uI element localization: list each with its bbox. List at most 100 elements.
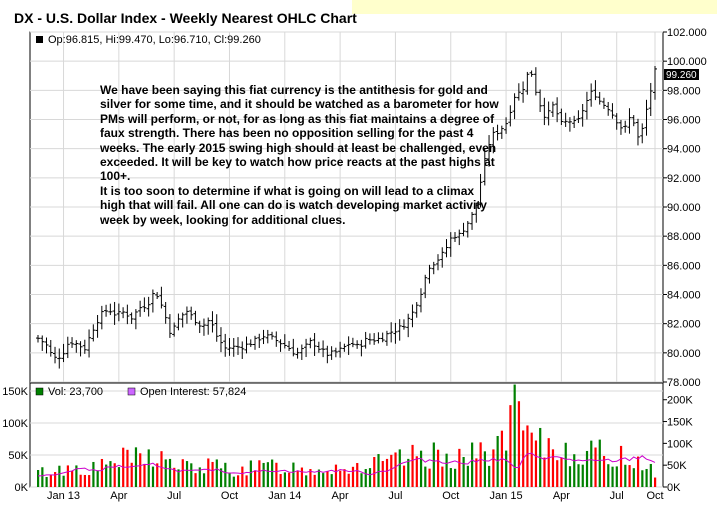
x-tick-label: Apr <box>332 490 349 502</box>
ohlc-bar <box>316 341 321 353</box>
ohlc-bar <box>457 229 462 246</box>
ohlc-bar <box>546 101 551 126</box>
ohlc-bar <box>393 322 398 344</box>
x-tick-label: Jul <box>610 490 624 502</box>
volume-bar <box>254 470 257 487</box>
ohlc-bar <box>78 341 83 357</box>
volume-bar <box>117 467 121 487</box>
price-tick-label: 84.000 <box>667 290 701 302</box>
volume-bar <box>224 462 227 487</box>
vol-left-tick-label: 100K <box>2 418 28 430</box>
oi-legend: Open Interest: 57,824 <box>140 386 246 398</box>
ohlc-bar <box>614 113 619 130</box>
volume-bar <box>492 449 495 487</box>
volume-bar <box>373 456 376 487</box>
x-tick-label: Oct <box>442 490 459 502</box>
ohlc-bar <box>584 91 589 120</box>
volume-bar <box>198 467 201 487</box>
header-highlight-band <box>352 0 717 14</box>
volume-bar <box>654 477 657 487</box>
ohlc-bar <box>631 115 636 127</box>
volume-bar <box>96 470 99 487</box>
ohlc-bar <box>44 337 49 354</box>
volume-bar <box>211 461 214 487</box>
price-tick-label: 90.000 <box>667 202 701 214</box>
x-axis-labels: Jan 13 Apr Jul Oct Jan 14 Apr Jul Oct Jan 15 Apr J… <box>47 490 664 502</box>
x-tick-label: Oct <box>221 490 238 502</box>
ohlc-bar <box>312 333 317 356</box>
x-tick-label: Apr <box>553 490 570 502</box>
volume-bar <box>462 457 465 487</box>
vol-right-tick-label: 100K <box>667 438 693 450</box>
ohlc-bar <box>508 105 513 127</box>
volume-bar <box>424 466 427 487</box>
volume-bar <box>109 461 112 487</box>
volume-bar <box>568 466 572 487</box>
ohlc-bar <box>435 254 440 271</box>
ohlc-bar <box>550 101 555 117</box>
vol-right-tick-label: 200K <box>667 395 693 407</box>
volume-bar <box>130 462 133 487</box>
ohlc-bar <box>150 289 155 313</box>
volume-bar <box>37 470 40 487</box>
ohlc-bar <box>576 110 581 124</box>
ohlc-bar <box>648 82 653 117</box>
ohlc-bar <box>248 339 253 347</box>
ohlc-bar <box>516 83 521 101</box>
ohlc-bar <box>265 329 270 344</box>
volume-bar <box>296 471 299 487</box>
volume-bar <box>236 475 240 487</box>
volume-bar <box>449 468 452 487</box>
price-tick-label: 86.000 <box>667 260 701 272</box>
volume-bar <box>134 447 138 487</box>
ohlc-bar <box>270 331 275 340</box>
volume-bar <box>207 458 210 487</box>
ohlc-bar <box>95 315 100 338</box>
volume-bar <box>385 458 389 487</box>
volume-bar <box>415 456 418 487</box>
volume-bar <box>556 460 559 487</box>
volume-bar <box>390 454 393 487</box>
ohlc-bar <box>197 320 202 334</box>
ohlc-bar <box>418 288 423 313</box>
volume-bar <box>377 454 380 487</box>
ohlc-bar <box>533 67 538 96</box>
vol-right-tick-label: 150K <box>667 417 693 429</box>
volume-bar <box>607 464 610 487</box>
vol-left-tick-label: 150K <box>2 386 28 398</box>
ohlc-bar <box>555 97 560 123</box>
volume-bar <box>143 463 146 487</box>
volume-bar <box>411 444 414 487</box>
ohlc-bar <box>487 135 492 167</box>
ohlc-bar <box>325 345 330 364</box>
ohlc-bar <box>380 332 385 343</box>
volume-bar <box>75 465 78 487</box>
ohlc-bar <box>610 103 615 119</box>
volume-bar <box>330 474 333 487</box>
volume-bar <box>632 468 635 487</box>
price-legend: Op:96.815, Hi:99.470, Lo:96.710, Cl:99.2… <box>48 34 261 46</box>
volume-bar <box>113 463 116 487</box>
ohlc-bar <box>91 324 96 342</box>
ohlc-bar <box>623 120 628 133</box>
volume-bar <box>249 460 252 487</box>
vol-right-tick-label: 0K <box>667 482 681 494</box>
volume-bar <box>160 451 163 487</box>
volume-bar <box>471 442 474 487</box>
volume-bar <box>202 473 206 487</box>
volume-bar <box>164 459 167 487</box>
x-tick-label: Oct <box>646 490 663 502</box>
volume-bar <box>407 458 410 487</box>
vol-left-tick-label: 50K <box>8 450 28 462</box>
volume-bar <box>594 447 597 487</box>
vol-legend-marker <box>35 387 44 396</box>
volume-bar <box>245 475 248 487</box>
ohlc-bar <box>308 337 313 349</box>
price-tick-label: 78.000 <box>667 377 701 389</box>
ohlc-bar <box>167 314 172 338</box>
ohlc-bar <box>542 97 547 126</box>
price-legend-marker <box>36 36 43 43</box>
volume-bar <box>564 442 567 487</box>
volume-bar <box>326 470 329 487</box>
ohlc-bar <box>559 108 564 126</box>
